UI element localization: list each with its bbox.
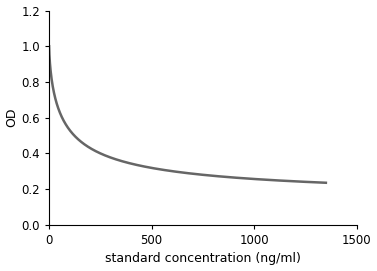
Y-axis label: OD: OD <box>6 108 18 127</box>
X-axis label: standard concentration (ng/ml): standard concentration (ng/ml) <box>105 253 301 265</box>
